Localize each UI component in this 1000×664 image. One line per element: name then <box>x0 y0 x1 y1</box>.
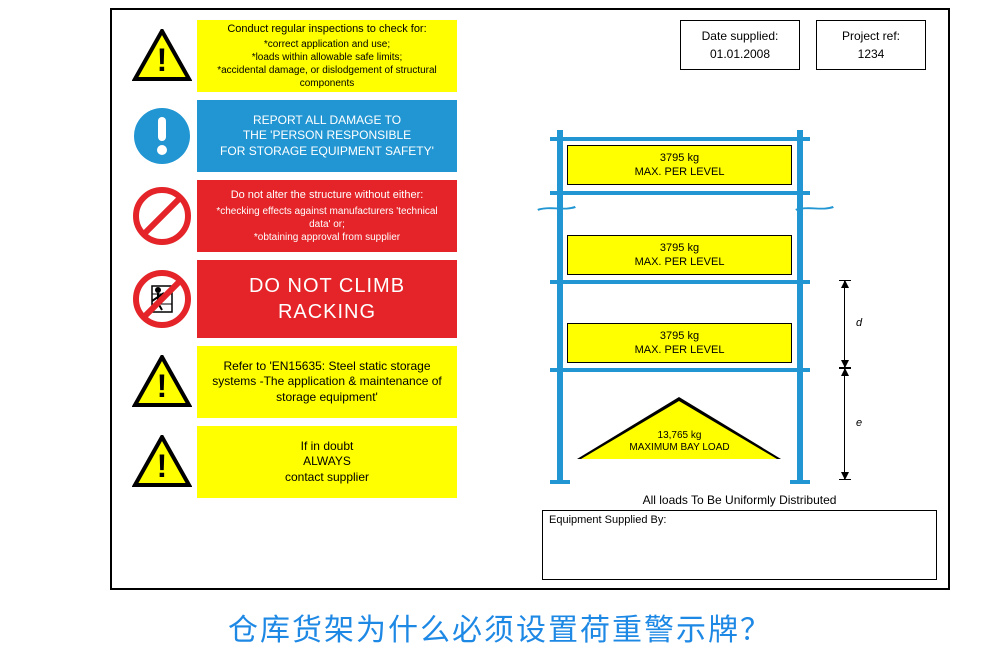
dimension-d <box>844 280 845 368</box>
level-load-1: 3795 kg MAX. PER LEVEL <box>567 145 792 185</box>
date-value: 01.01.2008 <box>691 45 789 63</box>
msg-bullets: *checking effects against manufacturers … <box>207 205 447 244</box>
level-label: MAX. PER LEVEL <box>635 344 725 356</box>
upright-right <box>797 130 803 480</box>
row-do-not-alter: Do not alter the structure without eithe… <box>127 180 487 252</box>
msg-alter: Do not alter the structure without eithe… <box>197 180 457 252</box>
break-line-icon: ~ <box>526 192 587 225</box>
row-inspections: ! Conduct regular inspections to check f… <box>127 20 487 92</box>
msg-contact: If in doubt ALWAYS contact supplier <box>197 426 457 498</box>
level-weight: 3795 kg <box>660 152 699 164</box>
supplied-by-box: Equipment Supplied By: <box>542 510 937 580</box>
msg-report: REPORT ALL DAMAGE TO THE 'PERSON RESPONS… <box>197 100 457 172</box>
rack-diagram: 3795 kg MAX. PER LEVEL 3795 kg MAX. PER LE… <box>542 125 942 505</box>
dim-label-d: d <box>856 317 862 329</box>
mandatory-exclaim-icon <box>133 107 191 165</box>
beam-3 <box>550 368 810 372</box>
max-bay-load: 13,765 kgMAXIMUM BAY LOAD <box>577 397 782 457</box>
caption-text: 仓库货架为什么必须设置荷重警示牌？ <box>0 605 1000 649</box>
level-weight: 3795 kg <box>660 330 699 342</box>
safety-sign-board: Date supplied: 01.01.2008 Project ref: 1… <box>110 8 950 590</box>
upright-left <box>557 130 563 480</box>
beam-1 <box>550 191 810 195</box>
no-climb-icon <box>133 270 191 328</box>
warning-triangle-icon: ! <box>132 29 192 83</box>
break-line-icon: ~ <box>784 192 845 225</box>
warning-triangle-icon: ! <box>132 435 192 489</box>
date-label: Date supplied: <box>691 27 789 45</box>
level-weight: 3795 kg <box>660 242 699 254</box>
svg-text:!: ! <box>157 368 168 404</box>
msg-title: Conduct regular inspections to check for… <box>207 22 447 36</box>
row-report-damage: REPORT ALL DAMAGE TO THE 'PERSON RESPONS… <box>127 100 487 172</box>
bay-label: MAXIMUM BAY LOAD <box>629 442 729 453</box>
beam-top <box>550 137 810 141</box>
uniform-load-note: All loads To Be Uniformly Distributed <box>542 493 937 507</box>
msg-no-climb: DO NOT CLIMB RACKING <box>197 260 457 338</box>
project-ref-box: Project ref: 1234 <box>816 20 926 70</box>
row-no-climb: DO NOT CLIMB RACKING <box>127 260 487 338</box>
beam-2 <box>550 280 810 284</box>
row-contact: ! If in doubt ALWAYS contact supplier <box>127 426 487 498</box>
svg-text:!: ! <box>157 42 168 78</box>
baseplate-left <box>550 480 570 484</box>
dim-label-e: e <box>856 417 862 429</box>
msg-inspections: Conduct regular inspections to check for… <box>197 20 457 92</box>
supplied-label: Equipment Supplied By: <box>549 514 666 526</box>
prohibition-icon <box>133 187 191 245</box>
level-label: MAX. PER LEVEL <box>635 166 725 178</box>
dimension-e <box>844 368 845 480</box>
ref-value: 1234 <box>827 45 915 63</box>
level-load-3: 3795 kg MAX. PER LEVEL <box>567 323 792 363</box>
msg-bullets: *correct application and use; *loads wit… <box>207 38 447 90</box>
level-load-2: 3795 kg MAX. PER LEVEL <box>567 235 792 275</box>
row-en15635: ! Refer to 'EN15635: Steel static storag… <box>127 346 487 418</box>
msg-title: Do not alter the structure without eithe… <box>207 188 447 202</box>
level-label: MAX. PER LEVEL <box>635 256 725 268</box>
svg-text:!: ! <box>157 448 168 484</box>
ref-label: Project ref: <box>827 27 915 45</box>
baseplate-right <box>790 480 810 484</box>
warning-triangle-icon: ! <box>132 355 192 409</box>
bay-weight: 13,765 kg <box>658 430 702 441</box>
date-supplied-box: Date supplied: 01.01.2008 <box>680 20 800 70</box>
message-rows: ! Conduct regular inspections to check f… <box>127 20 487 506</box>
msg-standard: Refer to 'EN15635: Steel static storage … <box>197 346 457 418</box>
